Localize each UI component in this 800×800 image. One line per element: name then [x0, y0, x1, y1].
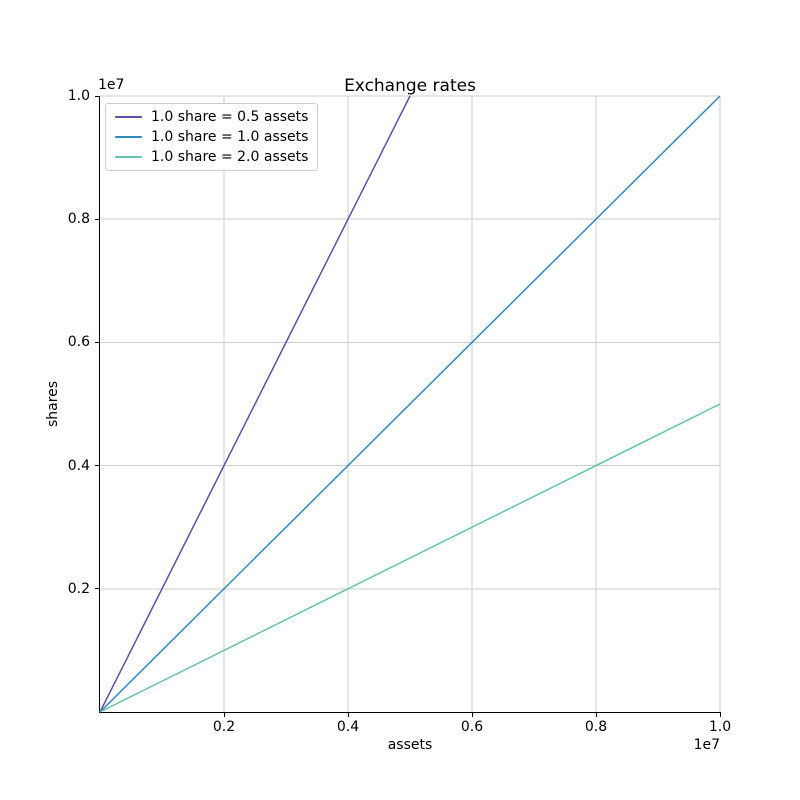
chart-title: Exchange rates [344, 76, 476, 96]
series-line-2 [99, 403, 721, 713]
y-tick-mark [95, 465, 99, 467]
y-tick-mark [95, 588, 99, 590]
x-axis-label: assets [387, 737, 433, 753]
x-tick-label: 0.2 [212, 719, 236, 735]
y-tick-area: 0.2 0.4 0.6 0.8 1.0 [0, 88, 100, 712]
y-tick-mark [95, 218, 99, 220]
x-tick-mark [595, 713, 597, 717]
legend-line-swatch [115, 116, 142, 118]
y-tick-mark [95, 341, 99, 343]
y-tick-label: 0.4 [67, 457, 90, 474]
legend-item: 1.0 share = 1.0 assets [115, 128, 308, 146]
legend-line-swatch [115, 156, 142, 158]
y-tick-label: 0.6 [67, 334, 90, 351]
y-tick-label: 0.8 [67, 211, 90, 228]
legend-item: 1.0 share = 0.5 assets [115, 108, 308, 126]
x-tick-label: 1.0 [708, 719, 732, 735]
legend: 1.0 share = 0.5 assets 1.0 share = 1.0 a… [105, 103, 319, 171]
series-line-1 [99, 95, 721, 713]
y-tick-label: 1.0 [67, 88, 90, 104]
y-axis-offset-label: 1e7 [98, 77, 125, 93]
plot-svg [99, 95, 721, 713]
series-line-0 [99, 95, 411, 713]
x-tick-label: 0.4 [336, 719, 360, 735]
x-tick-mark [223, 713, 225, 717]
y-axis-spine [99, 96, 100, 713]
x-axis-offset-label: 1e7 [693, 737, 720, 753]
legend-label: 1.0 share = 1.0 assets [151, 129, 309, 145]
x-tick-mark [471, 713, 473, 717]
y-tick-mark [95, 95, 99, 97]
legend-label: 1.0 share = 0.5 assets [151, 109, 309, 125]
legend-item: 1.0 share = 2.0 assets [115, 148, 308, 166]
x-tick-mark [347, 713, 349, 717]
x-tick-area: 0.2 0.4 0.6 0.8 1.0 [100, 713, 731, 739]
plot-area: 1.0 share = 0.5 assets 1.0 share = 1.0 a… [99, 95, 721, 713]
legend-label: 1.0 share = 2.0 assets [151, 149, 309, 165]
x-axis-spine [99, 712, 721, 713]
x-tick-mark [719, 713, 721, 717]
x-tick-label: 0.6 [460, 719, 484, 735]
y-axis-label: shares [45, 380, 61, 428]
x-tick-label: 0.8 [584, 719, 608, 735]
y-tick-label: 0.2 [67, 580, 90, 597]
legend-line-swatch [115, 136, 142, 138]
